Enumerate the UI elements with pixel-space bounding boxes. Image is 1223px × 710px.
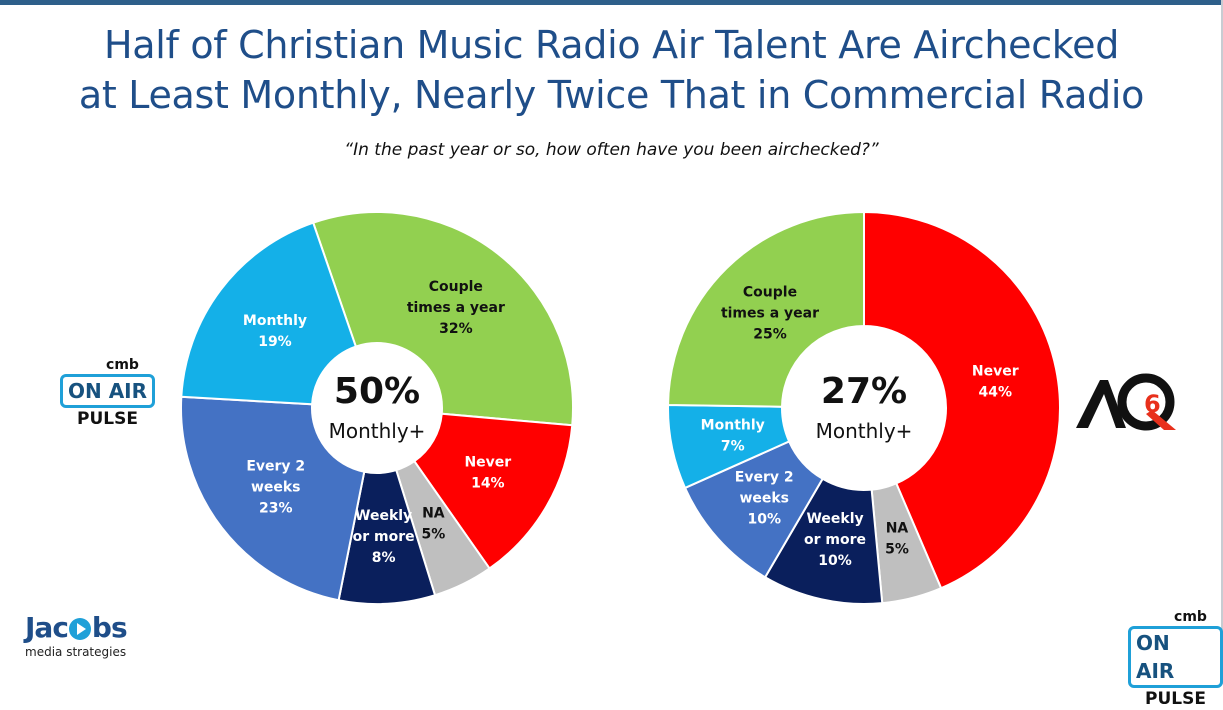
slice-label-monthly: Monthly 7% — [701, 417, 765, 454]
right-frame-line — [1221, 0, 1223, 684]
jacobs-name-start: Jac — [25, 611, 69, 644]
onair-pulse-logo-left: cmb ON AIR PULSE — [60, 357, 156, 430]
donut-chart-commercial: Never 44% NA 5% Weekly or more 10%Every 2 weeks… — [667, 210, 1061, 605]
slice-label-weekly: Weekly or more 10% — [804, 511, 866, 569]
donut-slice-never — [863, 210, 1061, 590]
onair-logo-box: ON AIR — [1128, 626, 1223, 688]
slice-label-every2: Every 2 weeks 23% — [246, 458, 305, 516]
slice-label-na: NA 5% — [421, 505, 445, 542]
slice-label-couple: Couple times a year 32% — [407, 279, 505, 337]
donut-charts: Couple times a year 32%Never 14%NA 5%Weekly o… — [180, 210, 1061, 605]
survey-question: “In the past year or so, how often have … — [344, 140, 879, 160]
center-label: Monthly+ — [816, 419, 913, 443]
center-label: Monthly+ — [329, 419, 426, 443]
jacobs-name-end: bs — [91, 611, 128, 644]
donut-chart-christian: Couple times a year 32% Never 14% NA 5%Weekly o… — [180, 211, 574, 605]
title-line-2: at Least Monthly, Nearly Twice That in C… — [78, 73, 1145, 117]
play-icon — [68, 618, 91, 640]
jacobs-media-logo: Jac bs media strategies — [25, 611, 128, 660]
onair-logo-box: ON AIR — [60, 374, 156, 408]
slice-label-every2: Every 2 weeks 10% — [735, 469, 794, 527]
slice-label-weekly: Weekly or more 8% — [353, 508, 415, 566]
slice-label-never: Never 44% — [972, 364, 1019, 401]
slice-label-na: NA 5% — [885, 520, 909, 557]
donut-slice-never — [412, 412, 574, 570]
cmb-logo-text: cmb — [106, 357, 139, 373]
jacobs-tagline: media strategies — [25, 645, 127, 659]
top-accent-bar — [0, 0, 1223, 5]
center-percentage: 50% — [334, 371, 420, 412]
donut-slice-monthly — [180, 221, 358, 406]
slice-label-couple: Couple times a year 25% — [721, 285, 819, 343]
pulse-logo-text: PULSE — [1145, 689, 1206, 709]
svg-text:6: 6 — [1144, 390, 1161, 418]
aq6-logo: 6 — [1076, 373, 1176, 431]
donut-slice-couple — [667, 210, 865, 408]
onair-pulse-logo-right: cmb ON AIR PULSE — [1128, 610, 1223, 710]
title-line-1: Half of Christian Music Radio Air Talent… — [103, 23, 1120, 67]
center-percentage: 27% — [821, 371, 907, 412]
slice-label-never: Never 14% — [464, 455, 511, 492]
donut-slice-couple — [311, 211, 574, 427]
pulse-logo-text: PULSE — [77, 409, 138, 429]
slice-label-monthly: Monthly 19% — [243, 313, 307, 350]
cmb-logo-text: cmb — [1174, 609, 1207, 625]
donut-slice-every2 — [180, 395, 366, 602]
chart-title: Half of Christian Music Radio Air Talent… — [0, 20, 1223, 120]
